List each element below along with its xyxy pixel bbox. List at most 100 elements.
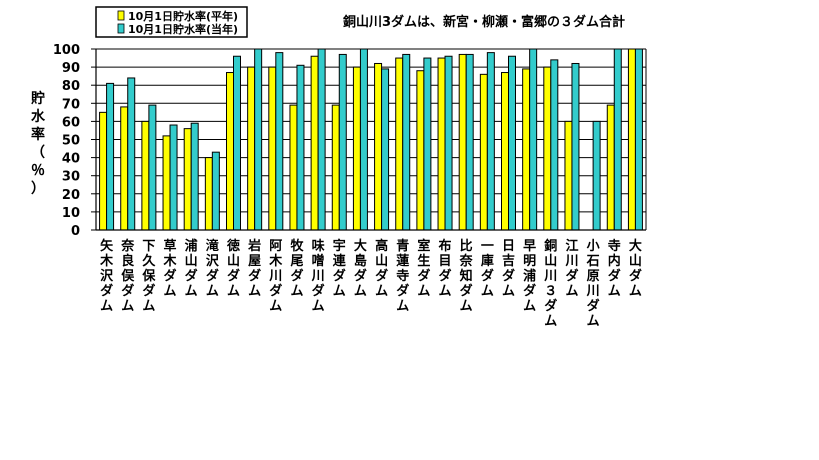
- bar-normal-6: [204, 157, 213, 231]
- y-tick-label: 30: [62, 170, 80, 185]
- bar-normal-15: [395, 57, 404, 231]
- y-tick-label: 40: [62, 152, 80, 167]
- category-label: 宇連ダム: [333, 238, 347, 299]
- bar-current-25: [613, 48, 622, 231]
- axes: [91, 48, 647, 231]
- bar-normal-20: [501, 72, 509, 231]
- bar-normal-21: [522, 68, 531, 231]
- bar-normal-19: [479, 73, 488, 231]
- category-label: 味噌川ダム: [311, 238, 325, 314]
- bar-normal-5: [183, 128, 192, 231]
- category-label: 青蓮寺ダム: [396, 238, 409, 314]
- y-axis-label-text: 貯水率（％）: [31, 90, 46, 197]
- bar-current-16: [423, 57, 432, 231]
- bar-normal-4: [162, 135, 171, 231]
- category-label: 滝沢ダム: [206, 238, 220, 299]
- y-tick-label: 70: [62, 97, 80, 112]
- y-tick-label: 20: [62, 188, 80, 203]
- category-label: 浦山ダム: [185, 238, 198, 299]
- bar-normal-16: [416, 70, 425, 231]
- y-tick-label: 50: [62, 134, 80, 149]
- category-label: 徳山ダム: [226, 238, 240, 299]
- bar-current-11: [317, 48, 326, 231]
- bar-normal-7: [226, 72, 234, 231]
- bar-normal-14: [374, 62, 383, 231]
- bar-current-12: [338, 53, 347, 231]
- bar-current-7: [233, 55, 241, 231]
- legend-swatch: [117, 10, 125, 21]
- bar-current-1: [106, 82, 115, 231]
- bar-current-26: [634, 48, 643, 231]
- category-label: 矢木沢ダム: [99, 238, 114, 314]
- y-tick-label: 90: [62, 61, 80, 76]
- category-label: 銅山川３ダム: [543, 238, 557, 329]
- category-label: 比奈知ダム: [459, 238, 474, 314]
- category-label: 布目ダム: [439, 238, 452, 299]
- y-axis-label: 貯水率（％）: [31, 90, 46, 197]
- bar-normal-10: [289, 104, 298, 231]
- legend-swatch: [117, 23, 125, 34]
- category-label: 大島ダム: [354, 238, 367, 299]
- bar-normal-9: [268, 66, 277, 231]
- bar-normal-22: [543, 66, 552, 231]
- bar-current-3: [148, 104, 157, 231]
- category-label: 江川ダム: [564, 238, 578, 299]
- bar-current-20: [508, 55, 516, 231]
- chart-annotation: 銅山川3ダムは、新宮・柳瀬・富郷の３ダム合計: [343, 14, 625, 30]
- category-label: 牧尾ダム: [290, 238, 304, 299]
- category-label: 高山ダム: [375, 238, 388, 299]
- legend-label: 10月1日貯水率(当年): [128, 22, 238, 36]
- y-tick-label: 100: [53, 43, 80, 58]
- bar-current-8: [254, 48, 263, 231]
- bar-normal-13: [352, 66, 361, 231]
- category-label: 寺内ダム: [608, 238, 621, 299]
- bar-current-9: [275, 52, 284, 231]
- bar-normal-11: [310, 55, 319, 231]
- legend: 10月1日貯水率(平年)10月1日貯水率(当年): [95, 6, 248, 38]
- bar-current-10: [296, 64, 305, 231]
- category-label: 早明浦ダム: [523, 239, 536, 314]
- category-label: 小石原川ダム: [586, 239, 600, 329]
- bar-current-15: [402, 53, 411, 231]
- bar-normal-18: [458, 53, 467, 231]
- bar-normal-23: [564, 120, 573, 231]
- bar-normal-25: [606, 104, 615, 231]
- bar-normal-1: [99, 111, 108, 231]
- bar-current-21: [529, 48, 538, 231]
- category-label: 室生ダム: [417, 238, 430, 299]
- bar-normal-26: [627, 48, 636, 231]
- category-label: 大山ダム: [629, 238, 642, 299]
- y-tick-labels: 0 10 20 30 40 50 60 70 80 90 100: [53, 43, 80, 239]
- y-tick-label: 0: [71, 224, 80, 239]
- bar-normal-3: [141, 120, 150, 231]
- category-label: 日吉ダム: [502, 239, 515, 299]
- bar-current-5: [190, 122, 199, 231]
- y-tick-label: 60: [62, 115, 80, 130]
- bar-current-2: [127, 77, 136, 231]
- category-label: 奈良俣ダム: [120, 238, 135, 314]
- bar-current-24: [592, 120, 601, 231]
- legend-label: 10月1日貯水率(平年): [128, 9, 238, 23]
- bar-normal-12: [331, 104, 340, 231]
- y-tick-label: 10: [62, 206, 80, 221]
- category-label: 一庫ダム: [481, 239, 494, 299]
- bar-current-4: [169, 124, 178, 231]
- bar-current-6: [211, 151, 220, 231]
- y-tick-label: 80: [62, 79, 80, 94]
- bar-normal-2: [120, 106, 129, 231]
- category-label: 岩屋ダム: [247, 238, 261, 299]
- category-label: 草木ダム: [163, 238, 178, 299]
- bar-current-17: [444, 55, 453, 231]
- bar-current-22: [550, 59, 559, 231]
- bar-normal-17: [437, 57, 446, 231]
- bar-normal-8: [247, 66, 256, 231]
- bar-current-18: [465, 53, 474, 231]
- bar-current-14: [381, 68, 390, 231]
- bar-current-19: [486, 52, 495, 231]
- category-label: 阿木川ダム: [268, 239, 283, 314]
- bar-current-23: [571, 62, 580, 231]
- bar-current-13: [359, 48, 368, 231]
- category-labels: 矢木沢ダム奈良俣ダム下久保ダム草木ダム浦山ダム滝沢ダム徳山ダム岩屋ダム阿木川ダム…: [99, 238, 642, 329]
- category-label: 下久保ダム: [141, 239, 156, 314]
